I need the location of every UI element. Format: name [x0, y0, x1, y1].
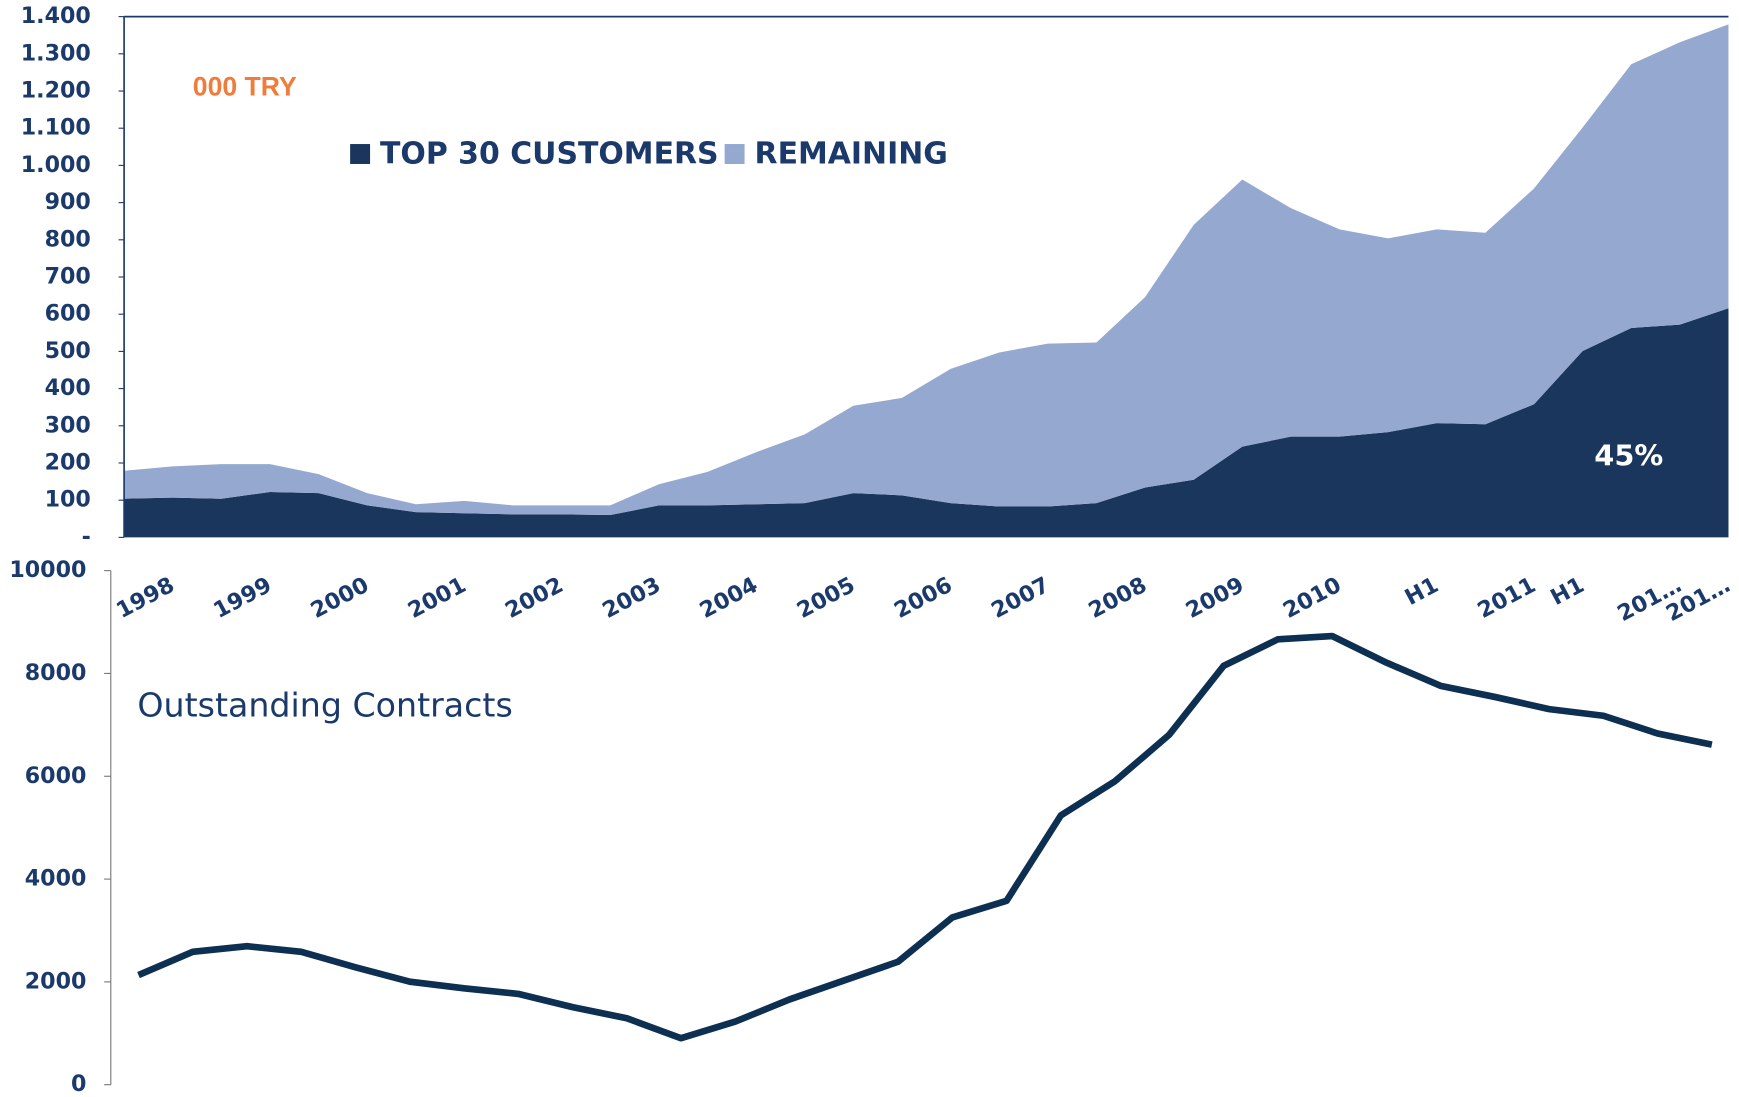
y-tick-label: 1.400 — [21, 3, 91, 29]
annotation: 45% — [1594, 439, 1663, 473]
y-tick-label: 600 — [45, 301, 91, 327]
legend-label: REMAINING — [755, 137, 948, 172]
y-tick-label: 900 — [45, 189, 91, 215]
chart-title: Outstanding Contracts — [137, 685, 512, 724]
x-tick-label: 2009 — [1182, 572, 1249, 624]
y-tick-label: 700 — [45, 264, 91, 290]
x-tick-label: 2005 — [793, 572, 860, 624]
x-tick-label: 1998 — [112, 572, 179, 624]
legend-swatch — [350, 144, 371, 164]
y-tick-label: 200 — [45, 449, 91, 475]
y-tick-label: - — [82, 524, 91, 550]
x-tick-label: 2006 — [890, 572, 957, 624]
y-tick-label: 1.300 — [21, 40, 91, 66]
legend-label: TOP 30 CUSTOMERS — [380, 137, 719, 172]
y-tick-label: 1.200 — [21, 78, 91, 104]
y-tick-label: 4000 — [25, 866, 87, 892]
x-tick-label: 2002 — [501, 572, 568, 624]
y-tick-label: 300 — [45, 412, 91, 438]
y-tick-label: 100 — [45, 487, 91, 513]
y-tick-label: 500 — [45, 338, 91, 364]
y-tick-label: 800 — [45, 226, 91, 252]
y-tick-label: 1.000 — [21, 152, 91, 178]
y-tick-label: 10000 — [9, 557, 86, 583]
y-tick-label: 1.100 — [21, 115, 91, 141]
x-tick-label: H1 — [1401, 572, 1443, 611]
y-tick-label: 8000 — [25, 660, 87, 686]
x-tick-label: 2007 — [987, 572, 1054, 624]
legend-swatch — [724, 144, 745, 164]
y-tick-label: 0 — [71, 1071, 86, 1097]
area — [124, 24, 1729, 516]
x-tick-label: 2001 — [404, 572, 471, 624]
x-tick-label: 1999 — [209, 572, 276, 624]
y-tick-label: 6000 — [25, 763, 87, 789]
unit-label: 000 TRY — [193, 72, 297, 102]
x-tick-label: 2004 — [695, 572, 762, 624]
x-tick-label: 2008 — [1084, 572, 1151, 624]
x-tick-label: 2010 — [1279, 572, 1346, 624]
area — [124, 308, 1729, 538]
x-tick-label: 2003 — [598, 572, 665, 624]
x-tick-label: 2000 — [307, 572, 374, 624]
line — [137, 632, 1713, 1042]
x-tick-label: H1 — [1546, 572, 1588, 611]
y-tick-label: 400 — [45, 375, 91, 401]
x-tick-label: 2011 — [1473, 572, 1540, 624]
y-tick-label: 2000 — [25, 968, 87, 994]
